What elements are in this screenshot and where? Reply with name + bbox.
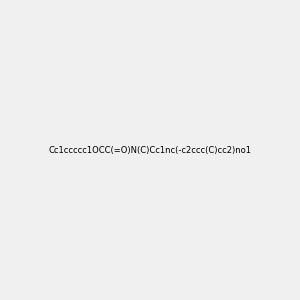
Text: Cc1ccccc1OCC(=O)N(C)Cc1nc(-c2ccc(C)cc2)no1: Cc1ccccc1OCC(=O)N(C)Cc1nc(-c2ccc(C)cc2)n…: [49, 146, 251, 154]
